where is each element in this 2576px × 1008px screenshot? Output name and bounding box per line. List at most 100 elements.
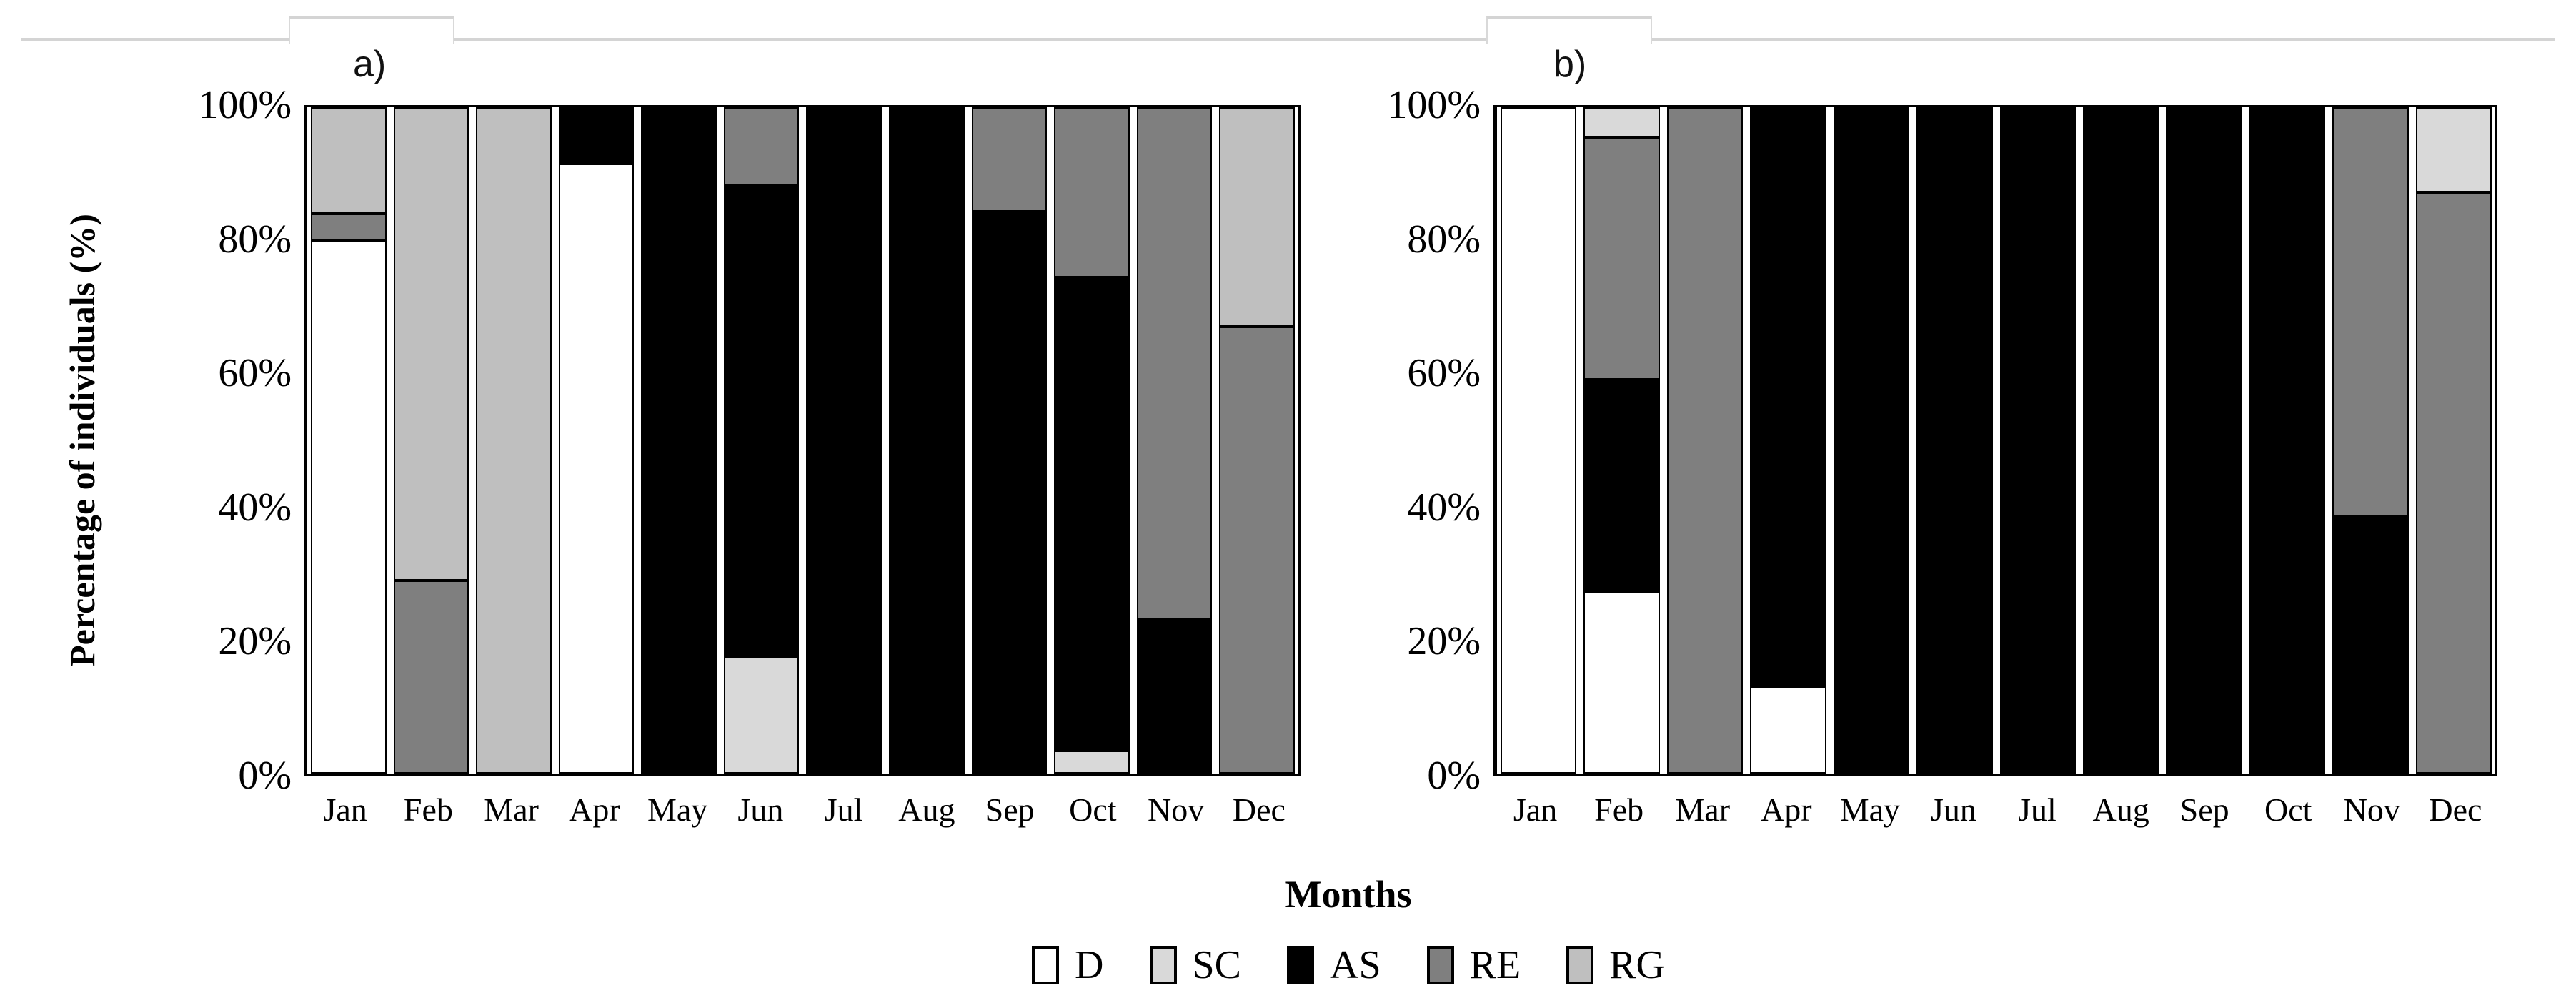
stacked-bar [1583,107,1660,774]
x-tick-label: Aug [898,791,955,828]
y-tick-label: 20% [1407,619,1481,664]
stacked-bar [1833,107,1910,774]
segment-RG [476,107,552,774]
x-tick-label: Dec [1232,791,1285,828]
bar-b-mar [1664,107,1746,774]
y-axis-title: Percentage of individuals (%) [62,214,102,667]
bar-b-dec [2412,107,2495,774]
legend-label: AS [1330,943,1381,987]
stacked-bar [2249,107,2326,774]
segment-AS [971,212,1048,774]
x-tick-label: Jan [1513,791,1558,828]
bar-b-oct [2246,107,2329,774]
bars-area [1497,107,2495,774]
bar-b-apr [1746,107,1829,774]
x-tick-label: Dec [2429,791,2482,828]
legend-swatch [1566,946,1594,984]
segment-SC [2415,107,2492,193]
y-tick-label: 100% [1387,83,1481,127]
segment-AS [889,107,965,774]
segment-AS [1583,380,1660,592]
segment-AS [2082,107,2159,774]
stacked-bar [558,107,635,774]
segment-AS [1916,107,1993,774]
x-tick-label: Jul [2018,791,2057,828]
bars-area [307,107,1298,774]
bar-a-mar [472,107,555,774]
segment-RG [311,107,387,214]
bar-b-jul [1996,107,2079,774]
stacked-bar [1666,107,1744,774]
legend-swatch [1149,946,1177,984]
x-tick-label: Jun [1930,791,1976,828]
stacked-bar [889,107,965,774]
x-tick-label: Feb [1594,791,1644,828]
stacked-bar [806,107,882,774]
x-tick-label: Oct [2264,791,2312,828]
x-axis-ticks-b: Jan Feb Mar Apr May Jun Jul Aug Sep Oct Nov Dec [1493,791,2497,836]
legend-swatch [1032,946,1060,984]
bar-b-sep [2162,107,2245,774]
x-tick-label: Jun [737,791,784,828]
legend-label: RE [1469,943,1521,987]
bar-b-aug [2079,107,2162,774]
panel-b-label: b) [1553,44,1587,85]
legend-label: D [1075,943,1104,987]
x-tick-label: Jul [824,791,863,828]
y-tick-label: 100% [198,83,292,127]
page-break-line [21,38,2555,41]
x-tick-label: Mar [1675,791,1731,828]
y-tick-label: 60% [1407,351,1481,396]
x-axis-ticks-a: Jan Feb Mar Apr May Jun Jul Aug Sep Oct Nov Dec [304,791,1301,836]
legend: D SC AS RE RG [294,945,2402,985]
segment-SC [1583,107,1660,137]
legend-item-d: D [1032,943,1104,987]
y-tick-label: 0% [1427,753,1481,798]
y-tick-label: 0% [238,753,292,798]
segment-RG [393,107,469,580]
segment-AS [2332,517,2409,774]
segment-RE [393,580,469,774]
segment-AS [1136,619,1213,774]
bar-a-oct [1050,107,1133,774]
x-tick-label: Nov [2343,791,2400,828]
y-axis-ticks-a: 100% 80% 60% 40% 20% 0% [106,83,292,798]
x-tick-label: Aug [2092,791,2149,828]
stacked-bar [393,107,469,774]
segment-AS [641,107,717,774]
page-break-tab-a [289,16,454,44]
segment-SC [1054,751,1130,774]
segment-AS [558,107,635,164]
stacked-bar [1501,107,1577,774]
segment-D [1583,591,1660,774]
panel-a-label: a) [353,44,387,85]
bar-b-nov [2329,107,2412,774]
stacked-bar [1219,107,1295,774]
legend-item-as: AS [1287,945,1381,985]
segment-RE [1136,107,1213,620]
legend-swatch [1426,946,1454,984]
y-tick-label: 80% [1407,217,1481,262]
segment-AS [1750,107,1826,686]
segment-RE [1666,107,1744,774]
plot-area-b [1493,105,2497,776]
x-tick-label: Nov [1148,791,1205,828]
legend-item-rg: RG [1566,945,1665,985]
bar-a-jul [802,107,885,774]
bar-b-feb [1580,107,1663,774]
stacked-bar [971,107,1048,774]
bar-b-may [1830,107,1913,774]
segment-RE [1583,137,1660,380]
x-tick-label: May [647,791,708,828]
segment-RG [1219,107,1295,327]
legend-label: RG [1609,943,1665,987]
stacked-bar [2082,107,2159,774]
stacked-bar [1999,107,2076,774]
segment-RE [1219,326,1295,774]
legend-item-sc: SC [1149,945,1241,985]
bar-b-jun [1913,107,1996,774]
bar-b-jan [1497,107,1580,774]
stacked-bar [1916,107,1993,774]
x-tick-label: Apr [1761,791,1812,828]
